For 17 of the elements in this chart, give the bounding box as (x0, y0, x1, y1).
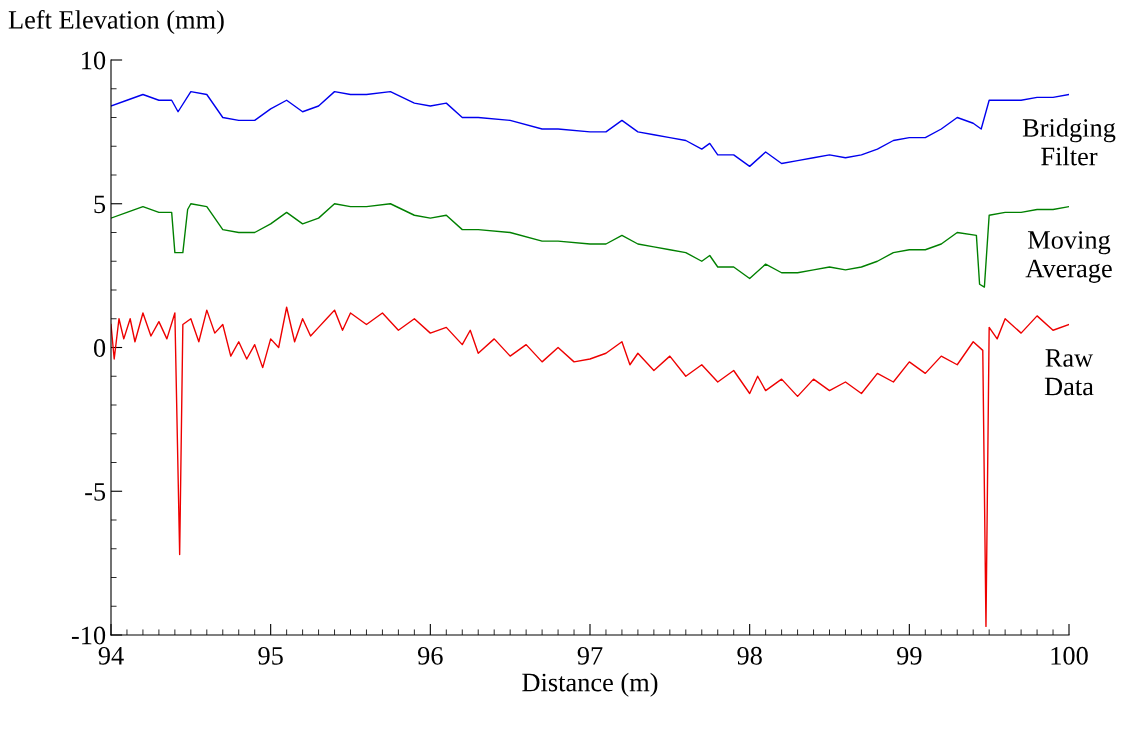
x-tick-label: 96 (417, 646, 443, 665)
x-tick-label: 99 (896, 646, 922, 665)
x-tick-label: 97 (577, 646, 603, 665)
series-label: Raw Data (1044, 349, 1094, 396)
y-tick-label: 0 (93, 339, 106, 357)
x-tick-label: 94 (98, 646, 124, 665)
x-tick-label: 95 (258, 646, 283, 665)
series-label: Bridging Filter (1022, 118, 1116, 166)
series-label: Moving Average (1025, 231, 1112, 283)
y-tick-label: 10 (82, 51, 106, 70)
x-tick-label: 98 (737, 646, 762, 665)
y-axis-title: Left Elevation (mm) (8, 9, 224, 35)
y-tick-label: -10 (71, 626, 106, 645)
x-tick-label: 100 (1051, 646, 1088, 665)
y-tick-label: 5 (94, 195, 106, 214)
y-tick-label: -5 (85, 483, 106, 501)
x-axis-title: Distance (m) (522, 672, 658, 697)
